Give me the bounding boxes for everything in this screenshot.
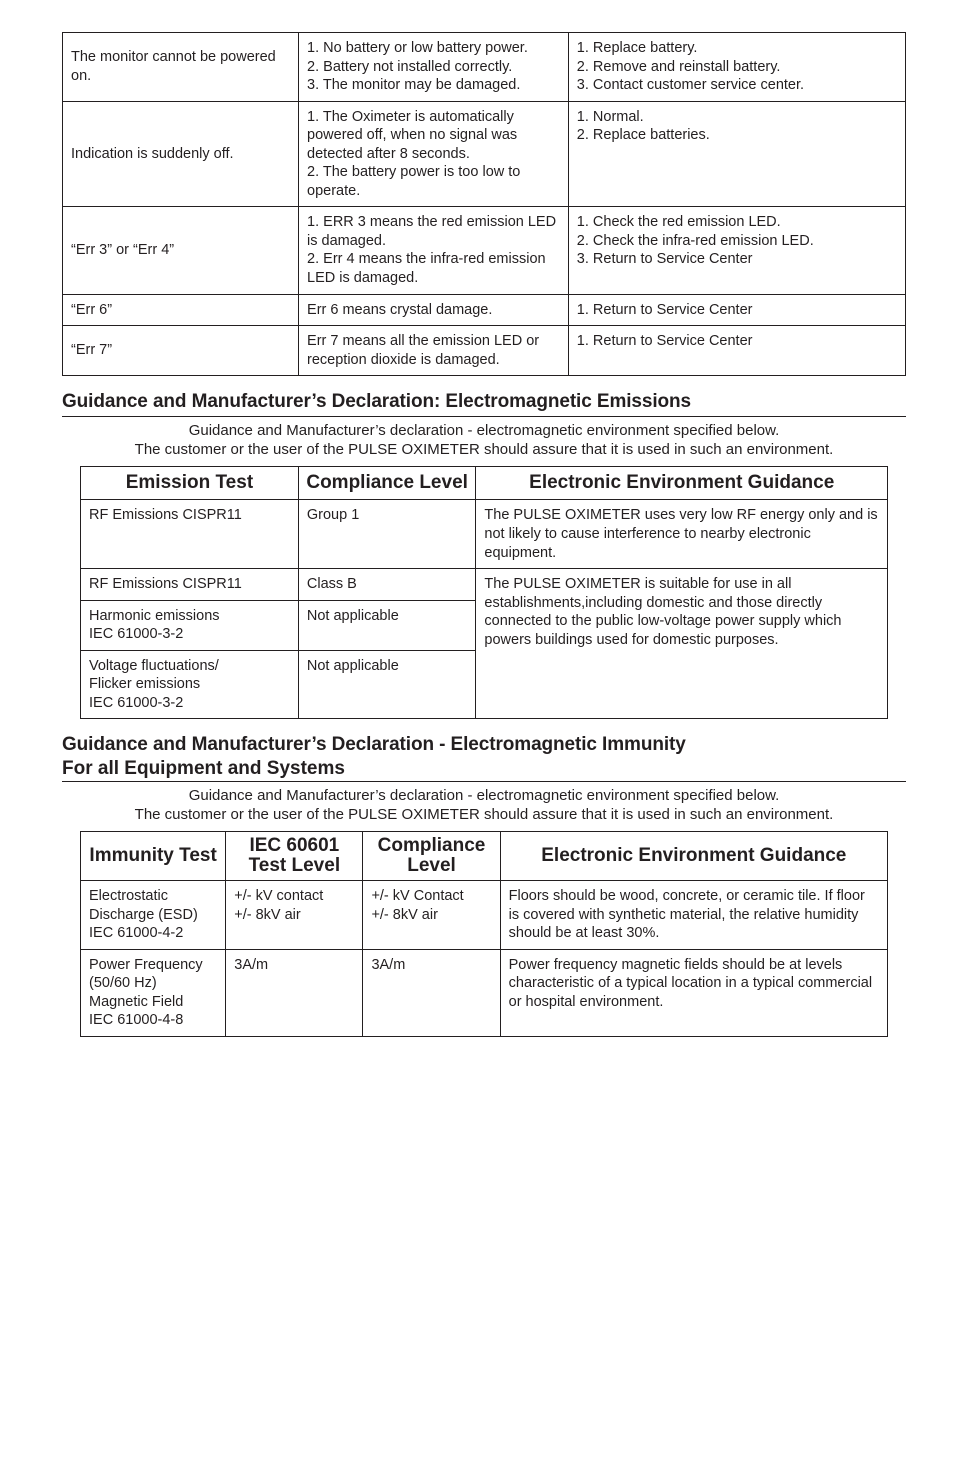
table-row: Power Frequency (50/60 Hz) Magnetic Fiel… [81,949,888,1036]
cell: 1. Return to Service Center [568,326,905,376]
immunity-body: Electrostatic Discharge (ESD) IEC 61000-… [81,880,888,1036]
emissions-table: Emission Test Compliance Level Electroni… [80,466,888,719]
cell: “Err 3” or “Err 4” [63,207,299,294]
cell: 1. Normal. 2. Replace batteries. [568,101,905,207]
cell: Power Frequency (50/60 Hz) Magnetic Fiel… [81,949,226,1036]
section2-intro: Guidance and Manufacturer’s declaration … [62,786,906,826]
table-header-row: Emission Test Compliance Level Electroni… [81,467,888,500]
cell: Voltage fluctuations/ Flicker emissions … [81,650,299,719]
cell: Err 6 means crystal damage. [299,294,569,326]
cell: Indication is suddenly off. [63,101,299,207]
cell: The PULSE OXIMETER uses very low RF ener… [476,500,888,569]
cell: Group 1 [298,500,476,569]
section1-title: Guidance and Manufacturer’s Declaration:… [62,390,906,416]
header-cell: Electronic Environment Guidance [500,832,887,881]
table-row: Indication is suddenly off.1. The Oximet… [63,101,906,207]
header-cell: Compliance Level [363,832,500,881]
immunity-table: Immunity Test IEC 60601 Test Level Compl… [80,831,888,1037]
header-cell: Electronic Environment Guidance [476,467,888,500]
cell: 1. Check the red emission LED. 2. Check … [568,207,905,294]
cell: Not applicable [298,600,476,650]
table-row: “Err 7”Err 7 means all the emission LED … [63,326,906,376]
cell: Floors should be wood, concrete, or cera… [500,880,887,949]
section2-subhead: For all Equipment and Systems [62,758,906,782]
cell: Not applicable [298,650,476,719]
table-row: Electrostatic Discharge (ESD) IEC 61000-… [81,880,888,949]
cell: The monitor cannot be powered on. [63,33,299,102]
table-row: “Err 3” or “Err 4”1. ERR 3 means the red… [63,207,906,294]
cell: 1. No battery or low battery power. 2. B… [299,33,569,102]
cell: Err 7 means all the emission LED or rece… [299,326,569,376]
cell: Electrostatic Discharge (ESD) IEC 61000-… [81,880,226,949]
troubleshooting-table: The monitor cannot be powered on.1. No b… [62,32,906,376]
header-cell: Emission Test [81,467,299,500]
cell: Harmonic emissions IEC 61000-3-2 [81,600,299,650]
cell: RF Emissions CISPR11 [81,569,299,601]
cell: 3A/m [226,949,363,1036]
header-cell: Compliance Level [298,467,476,500]
cell: “Err 7” [63,326,299,376]
cell: RF Emissions CISPR11 [81,500,299,569]
table-row: RF Emissions CISPR11 Group 1 The PULSE O… [81,500,888,569]
table-row: RF Emissions CISPR11 Class B The PULSE O… [81,569,888,601]
table-row: The monitor cannot be powered on.1. No b… [63,33,906,102]
cell: 1. ERR 3 means the red emission LED is d… [299,207,569,294]
cell: Power frequency magnetic fields should b… [500,949,887,1036]
cell: “Err 6” [63,294,299,326]
header-cell: IEC 60601 Test Level [226,832,363,881]
cell: +/- kV contact +/- 8kV air [226,880,363,949]
table-header-row: Immunity Test IEC 60601 Test Level Compl… [81,832,888,881]
cell: The PULSE OXIMETER is suitable for use i… [476,569,888,719]
cell: 1. Replace battery. 2. Remove and reinst… [568,33,905,102]
cell: +/- kV Contact +/- 8kV air [363,880,500,949]
header-cell: Immunity Test [81,832,226,881]
cell: 1. The Oximeter is automatically powered… [299,101,569,207]
troubleshoot-body: The monitor cannot be powered on.1. No b… [63,33,906,376]
table-row: “Err 6”Err 6 means crystal damage.1. Ret… [63,294,906,326]
section1-intro: Guidance and Manufacturer’s declaration … [62,421,906,461]
cell: Class B [298,569,476,601]
section2-title: Guidance and Manufacturer’s Declaration … [62,733,906,757]
cell: 1. Return to Service Center [568,294,905,326]
cell: 3A/m [363,949,500,1036]
